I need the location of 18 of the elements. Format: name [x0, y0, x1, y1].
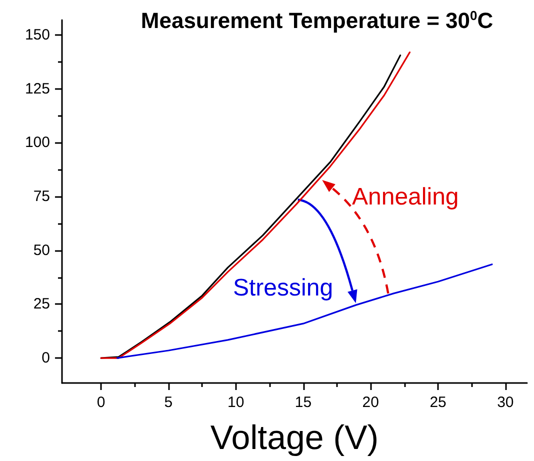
y-tick-label: 25 [33, 296, 50, 313]
annotation: Annealing [352, 184, 459, 210]
x-tick-label: 30 [497, 394, 514, 411]
x-tick-label: 0 [96, 394, 106, 411]
annotation: Stressing [233, 274, 334, 302]
y-tick-label: 100 [24, 134, 50, 152]
y-tick-label: 50 [33, 242, 50, 259]
line-series [116, 264, 493, 359]
y-tick-label: 75 [33, 188, 50, 206]
y-tick-label: 125 [24, 80, 50, 98]
y-tick-label: 0 [42, 350, 50, 367]
y-tick-label: 150 [24, 26, 50, 44]
x-tick-label: 15 [294, 394, 312, 411]
x-tick-label: 25 [430, 394, 446, 411]
x-tick-label: 10 [228, 394, 244, 411]
x-axis-title: Voltage (V) [210, 419, 379, 457]
x-tick-label: 20 [362, 394, 379, 411]
x-tick-label: 5 [164, 394, 173, 411]
